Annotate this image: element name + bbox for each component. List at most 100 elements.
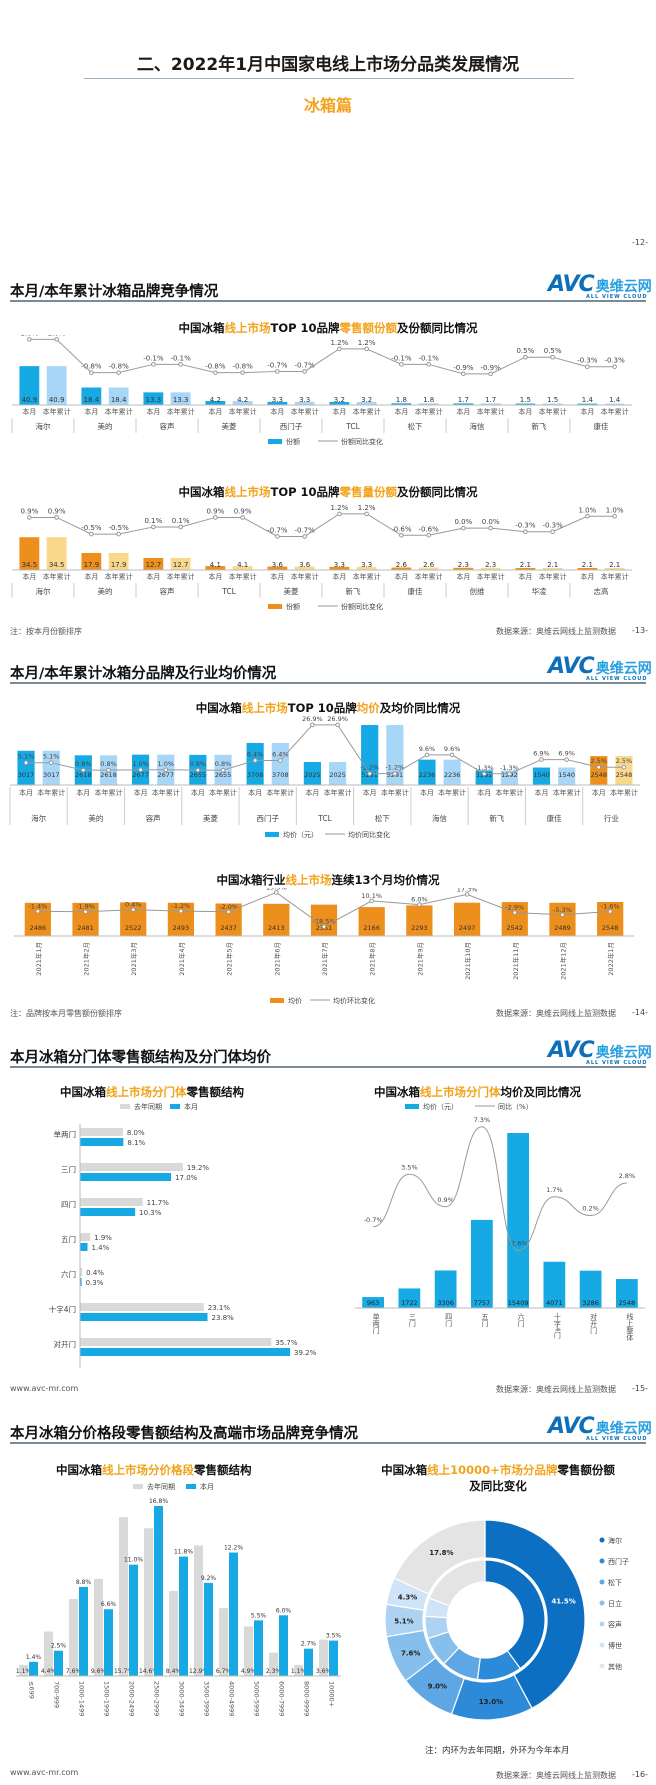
section-divider [10, 1066, 646, 1068]
bar-this-month-3000-3499 [179, 1556, 188, 1676]
yoy-point [564, 757, 569, 762]
legend-label: 西门子 [608, 1557, 629, 1566]
yoy-label: 1.0% [158, 760, 175, 768]
yoy-point [116, 531, 121, 537]
yoy-point [81, 767, 86, 773]
yoy-point [54, 515, 59, 520]
bar-value-label: 9.6% [91, 1668, 107, 1675]
yoy-point [399, 532, 404, 538]
bar-海尔-本月 [19, 537, 40, 570]
bar-value-label: 1.7 [458, 396, 469, 404]
bar-last-year-四门 [80, 1198, 143, 1206]
bar-this-month-三门 [80, 1173, 172, 1181]
bar-last-year-≤699 [19, 1664, 28, 1676]
sub-label: 本月 [84, 572, 98, 581]
yoy-line [373, 1126, 627, 1252]
bar-志高-本月 [577, 568, 598, 570]
sub-label: 本月 [84, 407, 98, 416]
sub-label: 本年累计 [553, 788, 581, 797]
sub-label: 本月 [456, 407, 470, 416]
bar-value-label: 2655 [190, 771, 207, 779]
category-label: 容声 [160, 421, 175, 431]
bar-value-label: 7.6% [66, 1668, 82, 1675]
yoy-point [424, 752, 430, 758]
yoy-point [116, 370, 121, 375]
bar-value-label: 2025 [329, 771, 346, 779]
bar-last-year-2000-2499 [119, 1517, 128, 1676]
bar-value-label: 2489 [554, 924, 571, 932]
chart-title-vol-share: 中国冰箱线上市场TOP 10品牌零售量份额及份额同比情况 [178, 485, 478, 499]
bar-value-label: 1540 [558, 771, 575, 779]
category-label: TCL [345, 422, 360, 431]
outer-slice-海尔 [484, 1519, 586, 1710]
bar-value-label: 17.9 [111, 561, 127, 569]
sub-label: 本月 [248, 788, 262, 797]
legend-swatch [405, 1104, 419, 1109]
bar-value-label: 3306 [437, 1299, 454, 1307]
yoy-label: 1.0% [578, 506, 596, 514]
sub-label: 本月 [518, 572, 532, 581]
legend-swatch [265, 832, 279, 837]
bar-新飞-本月 [515, 403, 536, 405]
category-label: 六门 [61, 1269, 76, 1279]
category-label: 2021年10月 [463, 942, 472, 980]
yoy-point [550, 354, 555, 360]
slice-label: 7.6% [401, 1649, 420, 1657]
bar-海尔-本月 [19, 366, 40, 405]
bar-美菱-本月 [267, 566, 288, 570]
bar-value-label: 12.7 [173, 561, 189, 569]
category-label: 松下 [408, 421, 423, 431]
bar-value-label: 7757 [474, 1299, 491, 1307]
bar-2021年6月 [263, 903, 290, 936]
yoy-label: 2.0% [20, 335, 38, 337]
page-number: -12- [632, 238, 648, 247]
sub-label: 本月 [146, 572, 160, 581]
bar-2021年10月 [453, 902, 481, 936]
bar-value-label: 0.3% [86, 1279, 104, 1287]
bar-value-label: 2236 [444, 771, 461, 779]
bar-value-label: 2.3 [485, 561, 496, 569]
bar-last-year-三门 [80, 1163, 183, 1171]
bar-value-label: 2.1 [582, 561, 593, 569]
yoy-point [302, 534, 307, 539]
yoy-label: 9.6% [419, 745, 436, 753]
sub-label: 本年累计 [105, 407, 133, 416]
bar-last-year-1500-1999 [94, 1578, 103, 1676]
yoy-line [26, 724, 624, 775]
category-label: 美的 [98, 421, 113, 431]
sub-label: 本年累计 [229, 572, 257, 581]
sub-label: 本月 [518, 407, 532, 416]
yoy-point [364, 511, 369, 517]
category-label: 10000+ [328, 1681, 336, 1707]
sub-label: 本年累计 [477, 407, 505, 416]
bar-this-month-五门 [80, 1243, 88, 1251]
slice-label: 41.5% [551, 1597, 575, 1605]
category-label: 3500-3999 [203, 1681, 211, 1716]
yoy-label: 5.1% [18, 753, 35, 761]
yoy-point [464, 892, 470, 897]
sub-label: 本年累计 [539, 407, 567, 416]
bar-海尔-本年累计 [46, 366, 67, 405]
legend-label: 本月 [184, 1102, 198, 1111]
yoy-label: 0.5% [544, 347, 562, 355]
section-title: 本月冰箱分价格段零售额结构及高端市场品牌竞争情况 [10, 1426, 358, 1442]
yoy-label: -0.8% [205, 363, 226, 371]
yoy-point [585, 364, 590, 369]
bar-value-label: 2618 [100, 771, 117, 779]
legend-label: 本月 [200, 1482, 214, 1491]
sub-label: 本年累计 [353, 572, 381, 581]
yoy-label: 26.9% [327, 715, 348, 723]
bar-last-year-五门 [80, 1233, 91, 1241]
bar-西门子-本月 [267, 401, 288, 405]
yoy-point [417, 902, 422, 907]
yoy-label: -0.5% [108, 524, 129, 532]
bar-value-label: 9.2% [201, 1575, 217, 1582]
chart-title-highend-brand: 中国冰箱线上10000+市场分品牌零售额份额 及同比变化 [381, 1463, 615, 1493]
yoy-point [195, 767, 201, 773]
legend-swatch [599, 1558, 605, 1564]
legend-label: 均价 [288, 996, 302, 1005]
category-label: 松下 [375, 813, 390, 823]
bar-2021年12月 [549, 902, 576, 936]
bar-2021年1月 [24, 902, 51, 936]
bar-value-label: 2677 [132, 771, 149, 779]
